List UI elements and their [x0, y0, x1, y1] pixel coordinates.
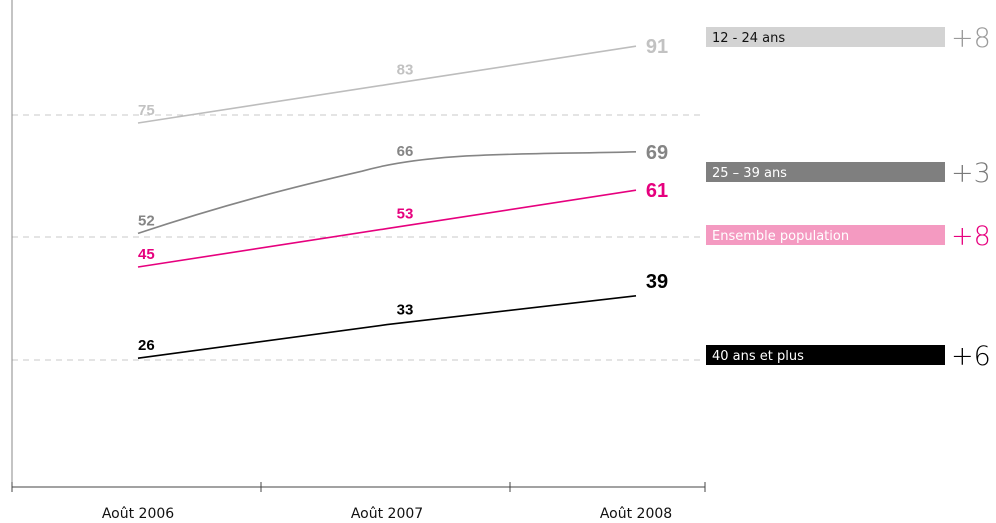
legend-label: 25 – 39 ans [712, 166, 787, 181]
x-axis-ticks: Août 2006 Août 2007 Août 2008 [11, 482, 706, 522]
series-line-40-ans-et-plus [137, 295, 637, 359]
data-label-12-24-ans-1: 75 [138, 102, 155, 119]
x-tick-label-ao-t-2006: Août 2006 [102, 506, 174, 522]
series-line-ensemble-population [137, 189, 637, 268]
data-label-12-24-ans-3: 91 [646, 36, 668, 58]
data-label-40-ans-et-plus-3: 39 [646, 271, 668, 293]
legend-swatch [706, 225, 945, 245]
legend: 12 - 24 ans +8 25 – 39 ans +3 Ensemble popul… [706, 23, 991, 372]
data-label-25-39-ans-1: 52 [138, 212, 155, 229]
data-label-40-ans-et-plus-2: 33 [397, 302, 414, 319]
legend-swatch [706, 162, 945, 182]
series-line-12-24-ans [137, 45, 637, 124]
x-tick-label-ao-t-2008: Août 2008 [600, 506, 672, 522]
legend-delta: +8 [951, 23, 991, 54]
legend-swatch [706, 345, 945, 365]
series-lines [137, 45, 637, 359]
legend-swatch [706, 27, 945, 47]
grid-lines [12, 114, 705, 361]
data-label-40-ans-et-plus-1: 26 [138, 337, 155, 354]
legend-item-12-24-ans: 12 - 24 ans +8 [706, 23, 991, 54]
legend-delta: +3 [951, 158, 991, 189]
legend-label: Ensemble population [712, 229, 849, 244]
legend-delta: +8 [951, 221, 991, 252]
data-label-25-39-ans-3: 69 [646, 142, 668, 164]
data-label-25-39-ans-2: 66 [397, 143, 414, 160]
data-label-ensemble-population-3: 61 [646, 180, 668, 202]
legend-label: 12 - 24 ans [712, 31, 785, 46]
legend-label: 40 ans et plus [712, 349, 804, 364]
axes [11, 0, 705, 488]
legend-delta: +6 [951, 341, 991, 372]
legend-item-40-ans-et-plus: 40 ans et plus +6 [706, 341, 991, 372]
data-label-ensemble-population-1: 45 [138, 246, 155, 263]
data-label-12-24-ans-2: 83 [397, 62, 414, 79]
data-labels: 75 83 91 52 66 69 45 53 61 26 33 39 [138, 36, 668, 354]
legend-item-ensemble-population: Ensemble population +8 [706, 221, 991, 252]
data-label-ensemble-population-2: 53 [397, 206, 414, 223]
legend-item-25-39-ans: 25 – 39 ans +3 [706, 158, 991, 189]
x-tick-label-ao-t-2007: Août 2007 [351, 506, 423, 522]
series-line-25-39-ans [137, 151, 637, 235]
